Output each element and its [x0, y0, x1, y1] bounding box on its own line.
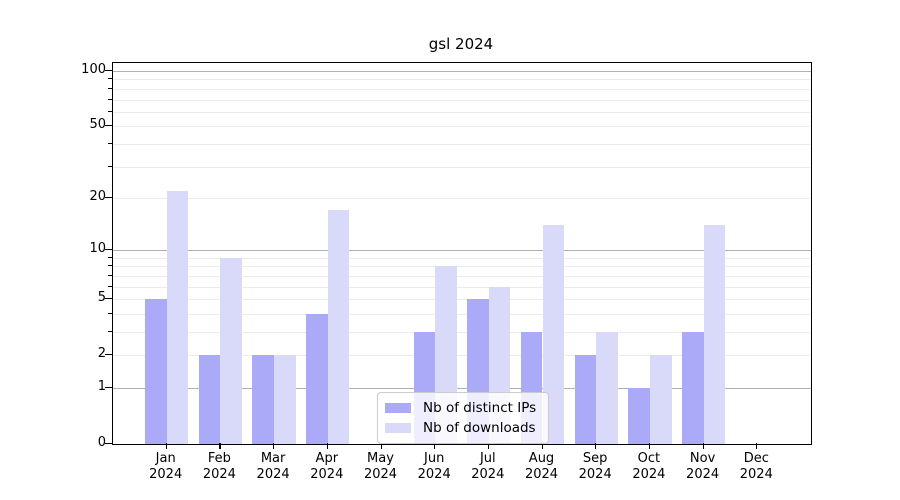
- x-tick-mark-feb: [219, 443, 221, 449]
- minor-gridline-60: [113, 111, 811, 113]
- y-tick-mark-50: [105, 125, 112, 127]
- x-tick-label-jan: Jan 2024: [149, 451, 183, 482]
- x-tick-label-dec: Dec 2024: [739, 451, 773, 482]
- major-gridline-1: [113, 388, 811, 389]
- x-tick-label-sep: Sep 2024: [578, 451, 612, 482]
- x-tick-mark-oct: [648, 443, 651, 449]
- y-minor-tick-mark-70: [108, 98, 112, 100]
- x-tick-mark-mar: [273, 443, 275, 449]
- y-tick-label-100: 100: [81, 62, 106, 77]
- bar-distinct-ips-mar: [252, 355, 275, 444]
- y-tick-label-20: 20: [89, 188, 106, 204]
- y-tick-mark-20: [105, 196, 112, 199]
- minor-gridline-5: [113, 299, 811, 301]
- minor-gridline-50: [113, 126, 811, 128]
- y-minor-tick-mark-40: [108, 142, 112, 144]
- x-tick-mark-sep: [595, 443, 597, 449]
- y-tick-label-0: 0: [97, 435, 106, 450]
- x-tick-mark-jan: [165, 443, 167, 449]
- minor-gridline-7: [113, 275, 811, 277]
- legend-label-distinct-ips: Nb of distinct IPs: [423, 400, 537, 416]
- minor-gridline-80: [113, 88, 811, 90]
- legend-swatch-distinct-ips: [385, 403, 411, 413]
- minor-gridline-6: [113, 286, 811, 288]
- x-tick-mark-apr: [326, 443, 328, 449]
- legend: Nb of distinct IPs Nb of downloads: [377, 392, 550, 444]
- y-tick-mark-10: [105, 249, 112, 251]
- bar-downloads-jan: [166, 190, 189, 444]
- minor-gridline-4: [113, 313, 811, 315]
- bar-downloads-nov: [703, 225, 726, 444]
- y-minor-tick-mark-90: [108, 78, 112, 80]
- bar-distinct-ips-sep: [574, 355, 597, 444]
- bar-downloads-aug: [542, 225, 565, 444]
- y-minor-tick-mark-4: [108, 312, 112, 314]
- bar-distinct-ips-nov: [681, 332, 704, 444]
- bar-distinct-ips-oct: [628, 388, 650, 444]
- major-gridline-10: [113, 250, 811, 252]
- y-tick-mark-1: [105, 387, 112, 389]
- legend-label-downloads: Nb of downloads: [423, 420, 536, 436]
- minor-gridline-30: [113, 166, 811, 168]
- x-tick-mark-nov: [702, 443, 704, 449]
- y-minor-tick-mark-80: [108, 87, 112, 89]
- y-tick-label-50: 50: [89, 117, 106, 133]
- bar-downloads-oct: [649, 355, 672, 444]
- bar-distinct-ips-jan: [145, 299, 167, 444]
- y-tick-label-2: 2: [97, 346, 106, 362]
- x-tick-label-aug: Aug 2024: [524, 451, 559, 482]
- bar-distinct-ips-apr: [306, 313, 328, 444]
- legend-entry-distinct-ips: Nb of distinct IPs: [385, 398, 536, 418]
- y-tick-mark-2: [105, 354, 112, 356]
- x-tick-mark-dec: [756, 443, 758, 449]
- x-tick-label-jun: Jun 2024: [417, 451, 451, 482]
- y-tick-label-10: 10: [89, 241, 106, 257]
- legend-entry-downloads: Nb of downloads: [385, 418, 536, 438]
- y-tick-label-5: 5: [97, 290, 106, 306]
- bar-downloads-mar: [274, 355, 296, 444]
- bar-downloads-feb: [220, 257, 243, 444]
- y-minor-tick-mark-9: [108, 256, 112, 258]
- x-tick-label-nov: Nov 2024: [686, 451, 720, 482]
- major-gridline-100: [113, 71, 811, 72]
- x-tick-label-mar: Mar 2024: [256, 451, 290, 482]
- x-tick-mark-aug: [541, 443, 543, 449]
- minor-gridline-9: [113, 257, 811, 259]
- x-tick-label-jul: Jul 2024: [471, 451, 505, 482]
- x-tick-label-may: May 2024: [363, 451, 398, 482]
- minor-gridline-40: [113, 143, 811, 145]
- y-tick-mark-0: [105, 443, 112, 445]
- y-tick-mark-100: [105, 70, 112, 72]
- bar-downloads-sep: [596, 332, 618, 444]
- y-tick-label-1: 1: [97, 378, 106, 394]
- minor-gridline-20: [113, 197, 811, 199]
- minor-gridline-90: [113, 79, 811, 81]
- minor-gridline-3: [113, 332, 811, 333]
- x-tick-mark-jul: [487, 443, 489, 449]
- y-minor-tick-mark-60: [108, 110, 112, 112]
- y-minor-tick-mark-3: [108, 331, 112, 332]
- chart-title: gsl 2024: [428, 35, 494, 53]
- minor-gridline-8: [113, 266, 811, 268]
- x-tick-label-apr: Apr 2024: [310, 451, 344, 482]
- x-tick-mark-jun: [434, 443, 436, 449]
- bar-downloads-apr: [327, 210, 350, 444]
- y-minor-tick-mark-6: [108, 285, 112, 287]
- minor-gridline-2: [113, 355, 811, 357]
- minor-gridline-70: [113, 99, 811, 101]
- x-tick-label-feb: Feb 2024: [202, 451, 236, 482]
- y-minor-tick-mark-7: [108, 274, 112, 276]
- legend-swatch-downloads: [385, 423, 411, 433]
- x-tick-label-oct: Oct 2024: [632, 451, 666, 482]
- y-minor-tick-mark-30: [108, 165, 112, 167]
- y-tick-mark-5: [105, 298, 112, 300]
- x-tick-mark-may: [380, 443, 382, 449]
- bar-distinct-ips-feb: [198, 355, 221, 444]
- plot-area: [112, 62, 812, 445]
- y-minor-tick-mark-8: [108, 265, 112, 267]
